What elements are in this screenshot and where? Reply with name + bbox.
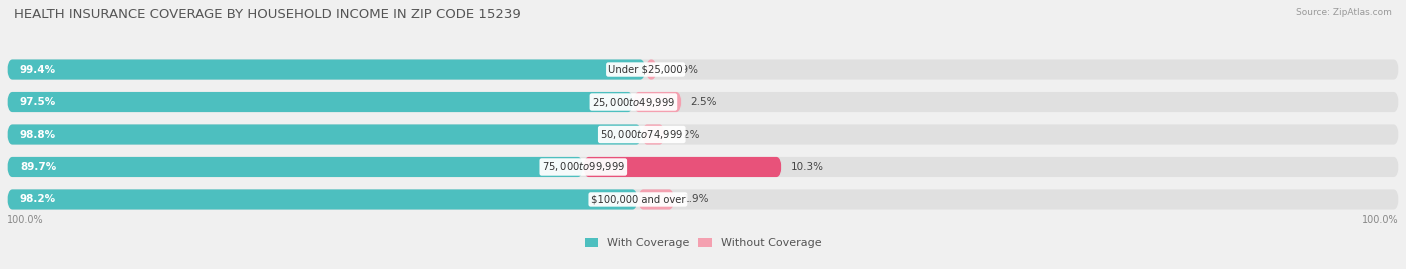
FancyBboxPatch shape <box>7 59 645 80</box>
Text: 89.7%: 89.7% <box>20 162 56 172</box>
Text: HEALTH INSURANCE COVERAGE BY HOUSEHOLD INCOME IN ZIP CODE 15239: HEALTH INSURANCE COVERAGE BY HOUSEHOLD I… <box>14 8 520 21</box>
Text: 98.2%: 98.2% <box>20 194 56 204</box>
Text: 100.0%: 100.0% <box>1362 215 1399 225</box>
Text: 1.2%: 1.2% <box>673 129 700 140</box>
Text: 100.0%: 100.0% <box>7 215 44 225</box>
Text: 97.5%: 97.5% <box>20 97 56 107</box>
FancyBboxPatch shape <box>7 92 633 112</box>
FancyBboxPatch shape <box>645 59 657 80</box>
Text: Under $25,000: Under $25,000 <box>609 65 683 75</box>
Text: 99.4%: 99.4% <box>20 65 56 75</box>
FancyBboxPatch shape <box>7 189 638 210</box>
Legend: With Coverage, Without Coverage: With Coverage, Without Coverage <box>581 234 825 253</box>
FancyBboxPatch shape <box>641 125 665 144</box>
Text: $50,000 to $74,999: $50,000 to $74,999 <box>600 128 683 141</box>
FancyBboxPatch shape <box>7 59 1399 80</box>
Text: $25,000 to $49,999: $25,000 to $49,999 <box>592 95 675 108</box>
FancyBboxPatch shape <box>7 189 1399 210</box>
FancyBboxPatch shape <box>7 157 1399 177</box>
Text: 10.3%: 10.3% <box>790 162 824 172</box>
FancyBboxPatch shape <box>633 92 682 112</box>
Text: 2.5%: 2.5% <box>690 97 717 107</box>
Text: 0.59%: 0.59% <box>665 65 699 75</box>
FancyBboxPatch shape <box>7 125 1399 144</box>
Text: $100,000 and over: $100,000 and over <box>591 194 685 204</box>
Text: Source: ZipAtlas.com: Source: ZipAtlas.com <box>1296 8 1392 17</box>
FancyBboxPatch shape <box>7 157 583 177</box>
Text: $75,000 to $99,999: $75,000 to $99,999 <box>541 161 624 174</box>
FancyBboxPatch shape <box>583 157 782 177</box>
Text: 1.9%: 1.9% <box>683 194 710 204</box>
Text: 98.8%: 98.8% <box>20 129 56 140</box>
FancyBboxPatch shape <box>638 189 675 210</box>
FancyBboxPatch shape <box>7 92 1399 112</box>
FancyBboxPatch shape <box>7 125 641 144</box>
